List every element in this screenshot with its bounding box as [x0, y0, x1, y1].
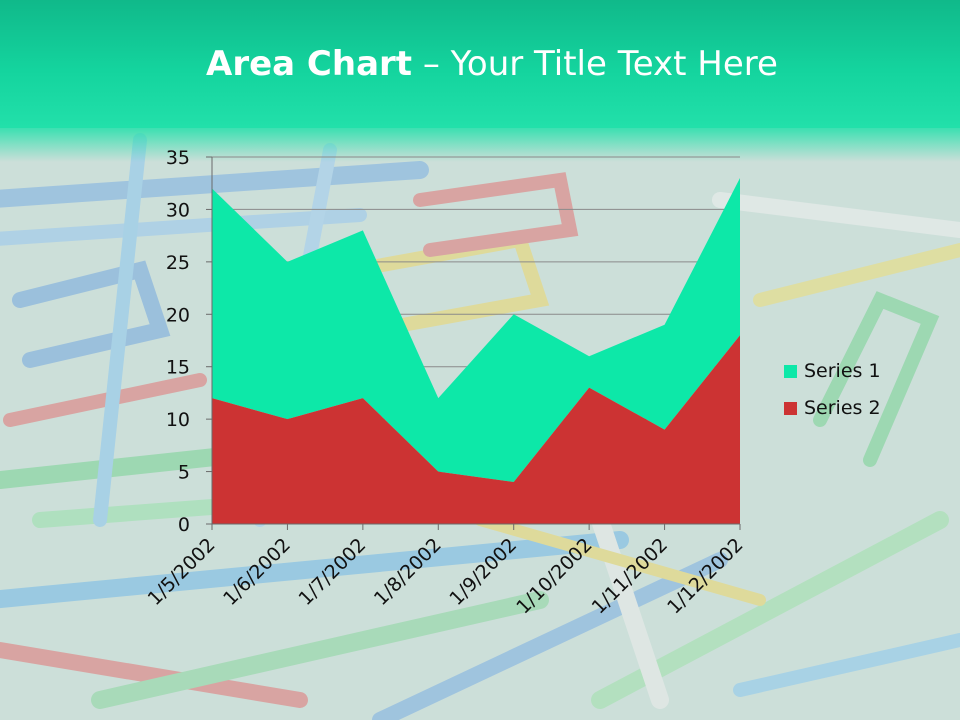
area-series-1	[212, 177, 740, 483]
x-tick-label: 1/7/2002	[294, 534, 370, 610]
x-tick-label: 1/12/2002	[663, 534, 747, 618]
y-tick-label: 15	[166, 357, 190, 379]
x-tick-label: 1/11/2002	[588, 534, 672, 618]
x-tick-label: 1/9/2002	[445, 534, 521, 610]
title-band	[0, 0, 960, 128]
legend-item-series-2: Series 2	[784, 395, 881, 421]
legend-swatch-series-2	[784, 401, 797, 415]
x-tick-label: 1/8/2002	[370, 534, 446, 610]
slide-title-rest: – Your Title Text Here	[422, 44, 778, 84]
chart-legend: Series 1 Series 2	[784, 358, 881, 432]
legend-swatch-series-1	[784, 364, 797, 378]
legend-label-series-1: Series 1	[804, 360, 881, 382]
legend-label-series-2: Series 2	[804, 397, 881, 419]
y-tick-label: 5	[178, 462, 190, 484]
area-series-2	[212, 335, 740, 524]
slide-title-bold: Area Chart	[206, 44, 413, 84]
legend-item-series-1: Series 1	[784, 358, 881, 384]
y-tick-label: 10	[166, 409, 190, 431]
x-tick-label: 1/6/2002	[219, 534, 295, 610]
y-tick-label: 30	[166, 199, 190, 221]
y-tick-label: 20	[166, 304, 190, 326]
y-tick-label: 25	[166, 252, 190, 274]
x-tick-label: 1/5/2002	[144, 534, 220, 610]
title-fade	[0, 128, 960, 162]
x-tick-label: 1/10/2002	[512, 534, 596, 618]
y-tick-label: 35	[166, 147, 190, 169]
y-tick-label: 0	[178, 514, 190, 536]
slide-title: Area Chart – Your Title Text Here	[206, 42, 778, 86]
